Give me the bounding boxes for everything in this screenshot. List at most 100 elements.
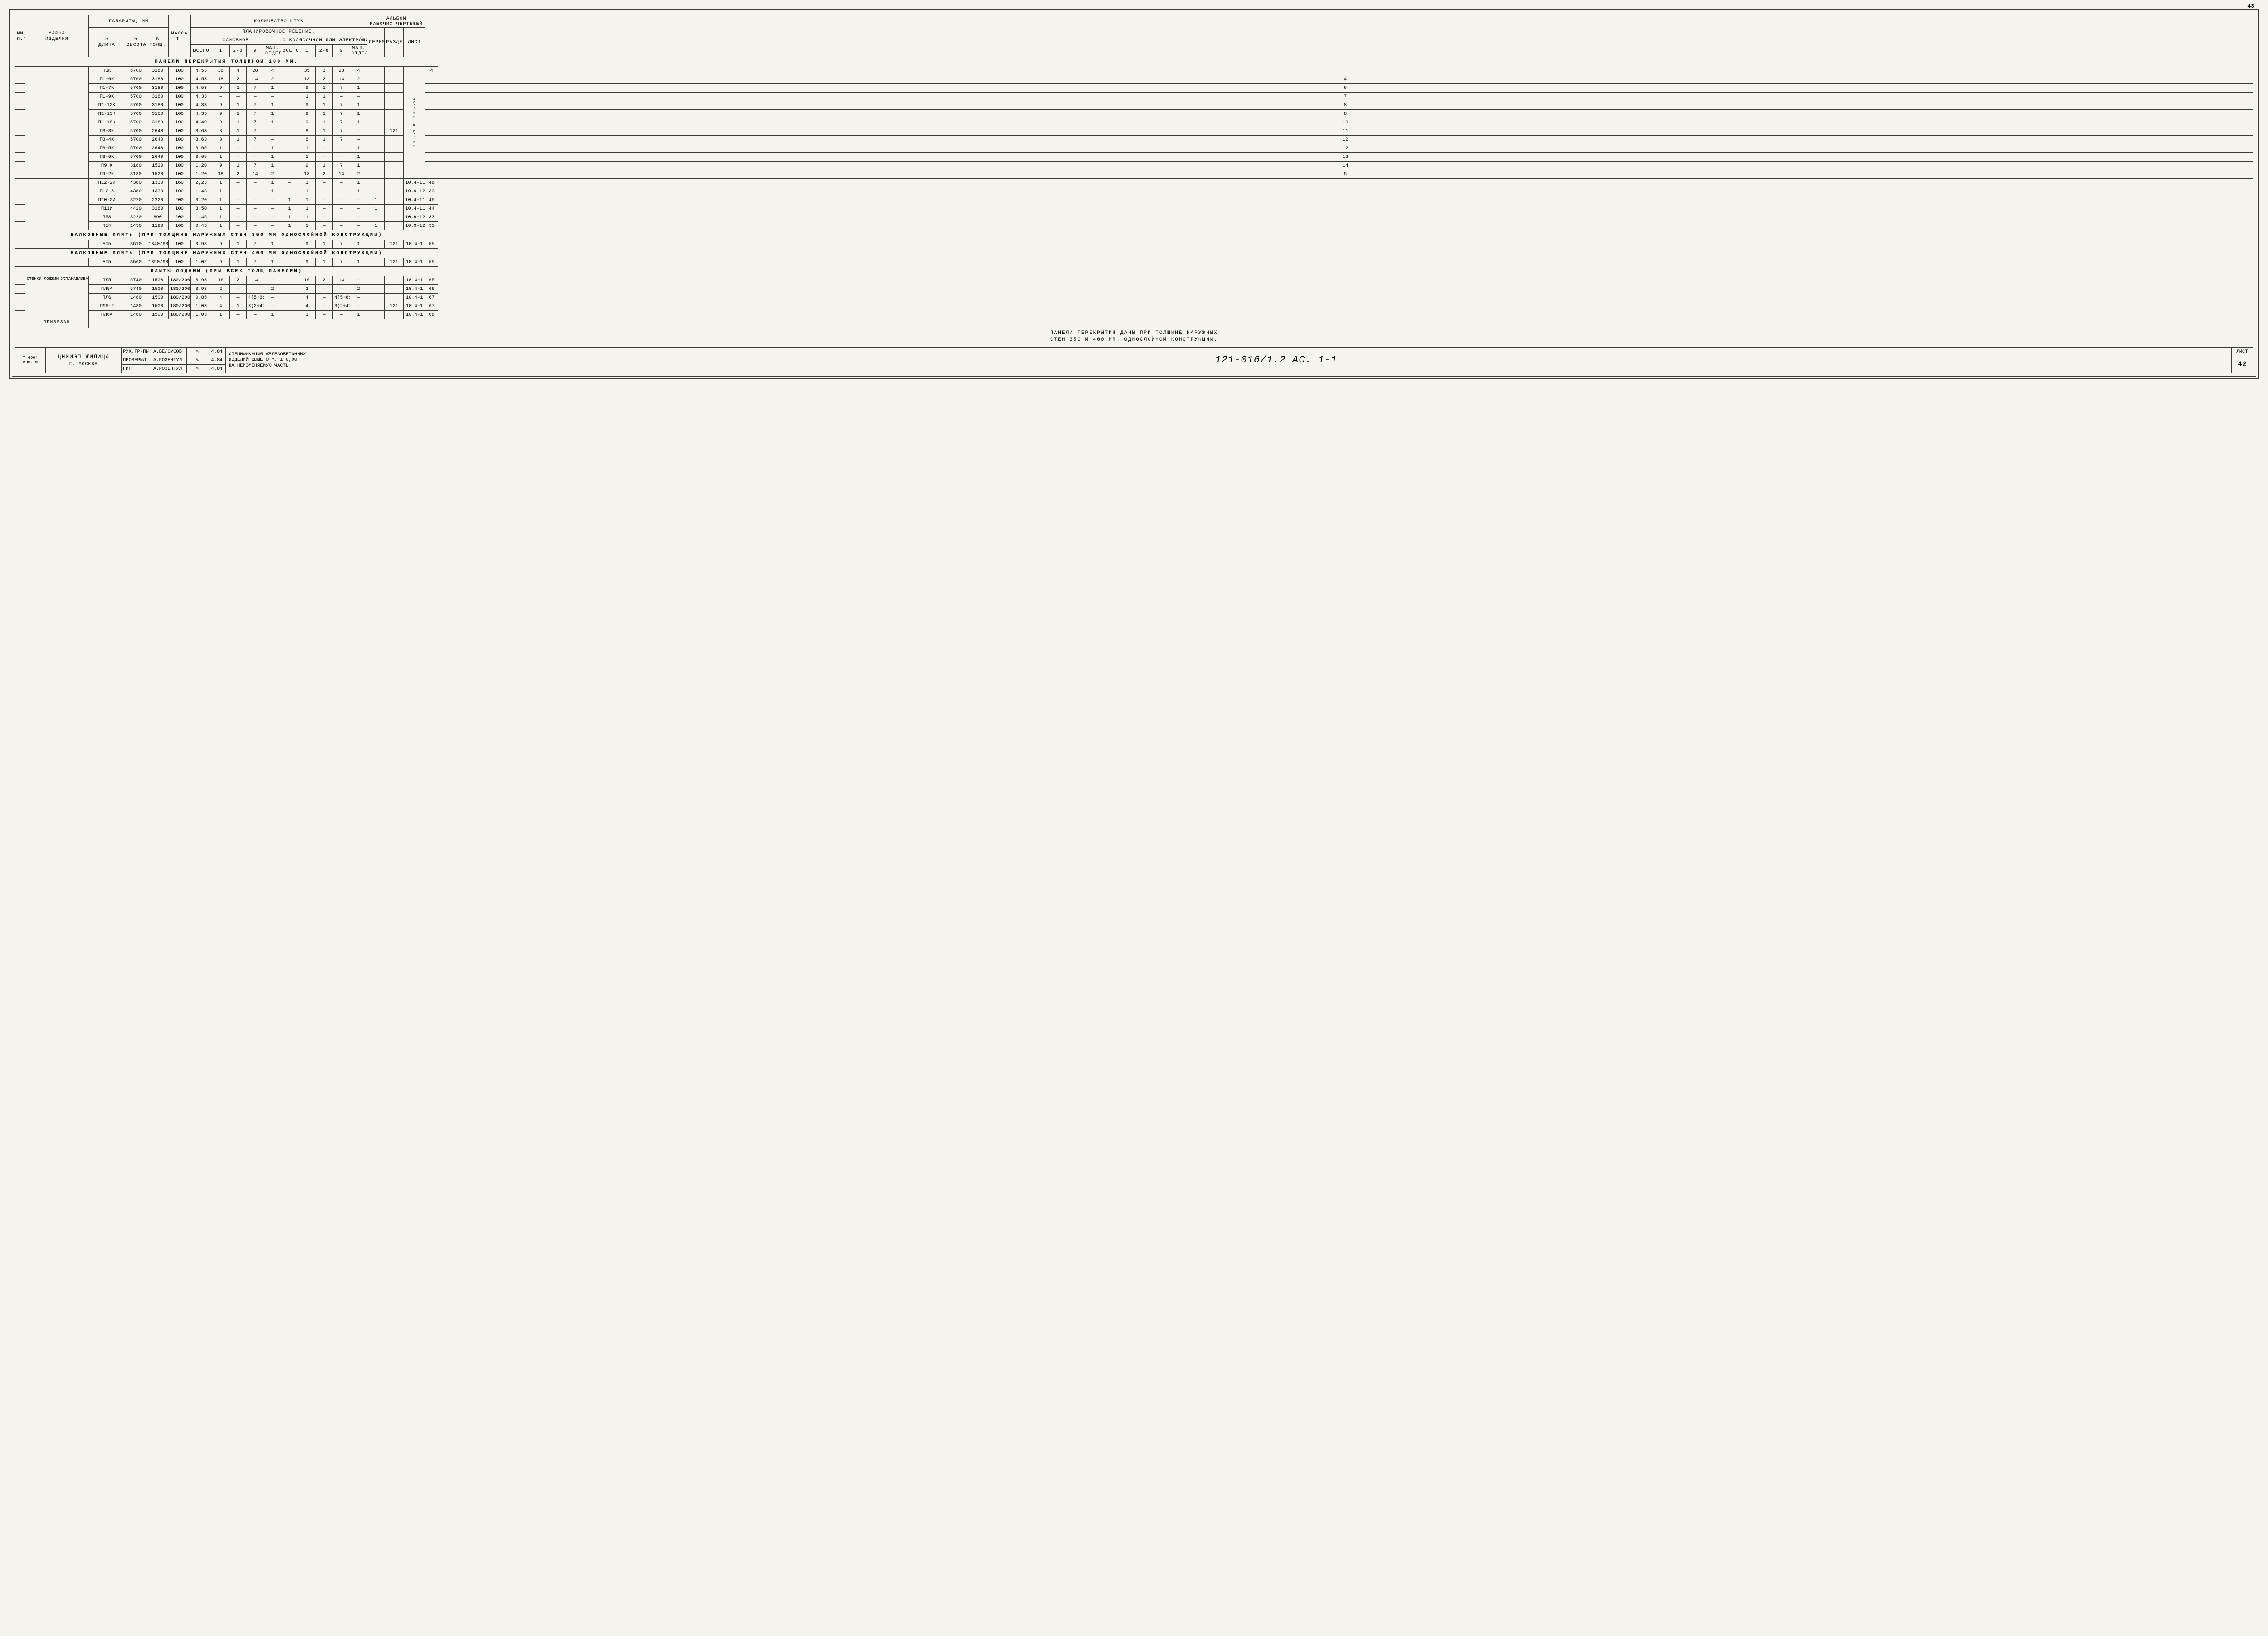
row-b: 100	[169, 153, 191, 162]
tb-list-num: 42	[2232, 356, 2253, 373]
note-cell	[25, 258, 89, 267]
row-lst: 67	[425, 302, 438, 311]
spec-table: NNп.п МАРКАИЗДЕЛИЯ ГАБАРИТЫ, ММ МАССАТ. …	[15, 15, 2253, 328]
row-e: 5700	[125, 101, 147, 110]
page-number: 43	[2247, 3, 2254, 10]
row-a2: 1	[316, 93, 333, 101]
row-b2: 7	[247, 127, 264, 136]
row-mass: 1.20	[191, 170, 212, 179]
row-h: 1520	[147, 170, 169, 179]
row-b3: —	[333, 311, 350, 319]
row-c2: 1	[350, 179, 367, 187]
row-c2: 1	[350, 101, 367, 110]
row-a2: 2	[316, 75, 333, 84]
row-h: 1190	[147, 222, 169, 230]
row-d2	[367, 311, 385, 319]
hdr-massa: МАССАТ.	[169, 15, 191, 57]
row-a2: 3	[316, 67, 333, 75]
row-nn	[15, 285, 25, 294]
row-b2: 3(2÷4эт)	[247, 302, 264, 311]
row-mass: 3.98	[191, 276, 212, 285]
row-d2	[367, 93, 385, 101]
row-e: 5700	[125, 110, 147, 118]
row-b2: —	[247, 187, 264, 196]
row-d2	[367, 258, 385, 267]
row-nn	[15, 187, 25, 196]
row-c: 1	[264, 179, 281, 187]
row-b3: —	[333, 222, 350, 230]
row-b: 100	[169, 110, 191, 118]
row-a2: 2	[316, 170, 333, 179]
row-c: 1	[264, 240, 281, 249]
row-nn	[15, 302, 25, 311]
row-c2: —	[350, 196, 367, 205]
row-d2	[367, 127, 385, 136]
row-raz: 10.9-12	[404, 187, 425, 196]
row-lst: 55	[425, 258, 438, 267]
row-b2: —	[247, 153, 264, 162]
row-e: 3180	[125, 170, 147, 179]
row-b: 160	[169, 179, 191, 187]
row-ser	[385, 93, 404, 101]
row-marka: П12-2И	[89, 179, 125, 187]
row-c: 2	[264, 285, 281, 294]
row-b: 100	[169, 170, 191, 179]
row-d	[281, 240, 298, 249]
row-e: 5700	[125, 136, 147, 144]
row-d2	[367, 153, 385, 162]
row-raz	[425, 153, 438, 162]
row-nn	[15, 162, 25, 170]
row-d	[281, 153, 298, 162]
row-marka: П1-12К	[89, 101, 125, 110]
row-a2: 1	[316, 136, 333, 144]
row-d: —	[281, 179, 298, 187]
row-c: 4	[264, 67, 281, 75]
row-raz	[425, 162, 438, 170]
row-a: —	[230, 144, 247, 153]
row-v1: 9	[212, 162, 230, 170]
row-lst: 45	[425, 196, 438, 205]
row-c2: —	[350, 205, 367, 213]
row-lst: 55	[425, 240, 438, 249]
row-v1: 18	[212, 75, 230, 84]
row-b: 180/200	[169, 311, 191, 319]
row-a: —	[230, 187, 247, 196]
row-c2: 1	[350, 187, 367, 196]
row-b2: —	[247, 285, 264, 294]
row-d2	[367, 136, 385, 144]
row-c2: 1	[350, 110, 367, 118]
row-a: —	[230, 311, 247, 319]
row-e: 1430	[125, 222, 147, 230]
row-e: 4420	[125, 205, 147, 213]
row-c2: 1	[350, 162, 367, 170]
row-d	[281, 162, 298, 170]
row-a2: —	[316, 179, 333, 187]
row-b: 100	[169, 101, 191, 110]
row-h: 1500	[147, 302, 169, 311]
row-ser	[385, 110, 404, 118]
row-c: 2	[264, 75, 281, 84]
row-raz: 10.9-12	[404, 213, 425, 222]
row-d2	[367, 187, 385, 196]
row-e: 5700	[125, 84, 147, 93]
row-nn	[15, 222, 25, 230]
row-c2: 2	[350, 170, 367, 179]
row-b: 180/200	[169, 276, 191, 285]
section-title: ПЛИТЫ ЛОДЖИИ (ПРИ ВСЕХ ТОЛЩ ПАНЕЛЕЙ)	[15, 267, 438, 276]
row-h: 1330	[147, 187, 169, 196]
row-ser	[385, 222, 404, 230]
row-mass: 0.85	[191, 294, 212, 302]
row-b3: 7	[333, 118, 350, 127]
row-d2	[367, 110, 385, 118]
row-d: —	[281, 187, 298, 196]
row-marka: ПЛ6-2	[89, 302, 125, 311]
row-raz: 10.4-1	[404, 285, 425, 294]
row-v2: 8	[298, 127, 316, 136]
row-mass: 3.63	[191, 127, 212, 136]
row-b3: —	[333, 285, 350, 294]
row-b3: 3(2÷4эт)	[333, 302, 350, 311]
row-e: 5700	[125, 153, 147, 162]
tb-prov-date: 4.84	[208, 356, 226, 364]
row-c: 1	[264, 153, 281, 162]
row-d	[281, 136, 298, 144]
